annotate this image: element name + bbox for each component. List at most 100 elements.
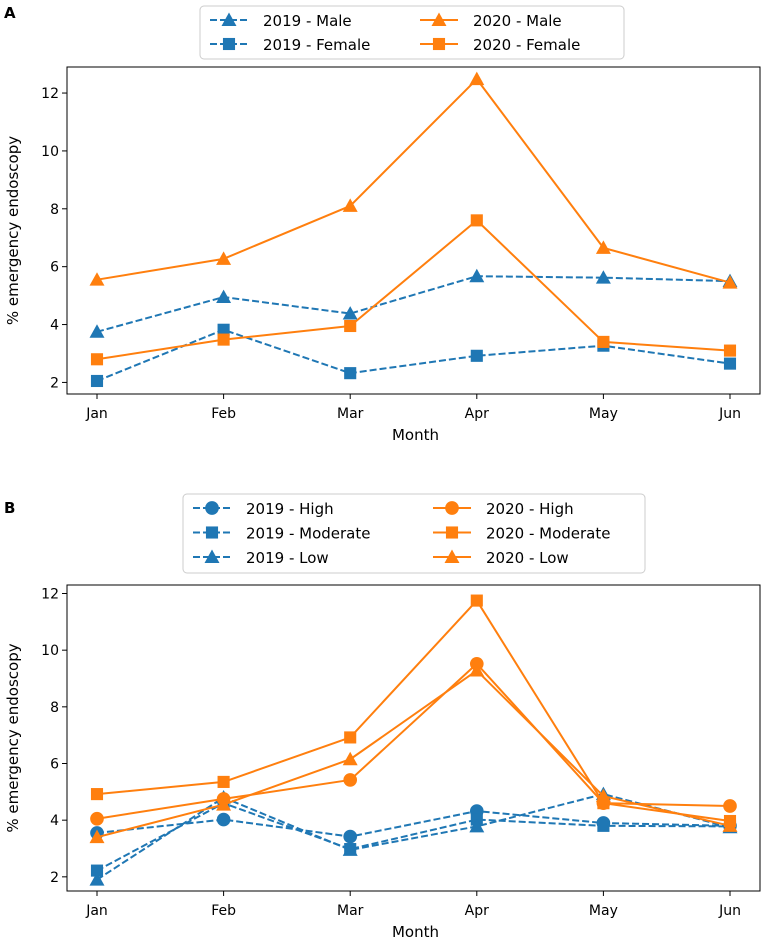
series-2020-female <box>90 214 737 366</box>
x-tick-label: Jan <box>85 903 108 919</box>
series-line <box>96 275 731 333</box>
x-tick-label: Jan <box>85 406 108 422</box>
data-point <box>90 374 104 388</box>
data-point <box>597 335 610 348</box>
data-point <box>90 353 104 366</box>
y-tick-label: 6 <box>50 757 59 773</box>
y-axis-label: % emergency endoscopy <box>4 136 22 325</box>
data-point <box>469 268 485 283</box>
data-point <box>722 275 738 289</box>
data-point <box>90 811 104 826</box>
data-point <box>90 864 104 877</box>
panel-b: B 2 4 6 8 10 12 Jan Feb Mar Apr May Jun Month % emerg… <box>4 493 761 941</box>
legend-label: 2020 - Low <box>486 549 569 567</box>
data-point <box>470 594 483 607</box>
data-point <box>723 357 737 370</box>
x-tick-label: Mar <box>337 406 364 422</box>
y-tick-label: 2 <box>50 375 59 391</box>
data-point <box>89 324 105 338</box>
data-point <box>722 818 738 832</box>
series-line <box>96 662 731 820</box>
series-line <box>96 793 731 881</box>
x-tick-label: May <box>589 903 618 919</box>
data-point <box>216 797 232 811</box>
series-line <box>96 599 731 823</box>
legend-swatch-marker <box>432 37 446 51</box>
x-axis-label: Month <box>392 923 439 941</box>
series-line <box>96 802 731 872</box>
panel-a: A 2 4 6 8 10 12 Jan Feb Mar Apr May Jun Month % emerg… <box>4 4 761 444</box>
data-point <box>595 240 611 254</box>
data-point <box>217 323 230 336</box>
legend-swatch-marker <box>445 501 459 515</box>
data-point <box>89 272 105 286</box>
legend-label: 2019 - Male <box>263 12 352 30</box>
data-point <box>344 319 357 333</box>
legend: 2019 - Male 2019 - Female 2020 - Male 2020 … <box>199 5 625 60</box>
x-tick-label: Apr <box>465 406 489 422</box>
y-axis-label: % emergency endoscopy <box>4 643 22 832</box>
legend-box <box>199 5 625 60</box>
series-2019-male <box>89 268 738 338</box>
legend-swatch-marker <box>445 526 459 539</box>
legend-label: 2019 - Moderate <box>246 525 370 543</box>
series-2020-low <box>89 663 738 844</box>
series-2019-female <box>90 323 737 388</box>
x-axis-label: Month <box>392 426 439 444</box>
legend-swatch-marker <box>222 37 236 51</box>
legend-box <box>182 493 646 574</box>
legend-label: 2020 - High <box>486 500 574 518</box>
data-point <box>342 306 358 320</box>
data-point <box>344 367 357 380</box>
series-2020-male <box>89 71 738 289</box>
data-point <box>470 349 483 362</box>
legend-swatch-marker <box>444 549 460 563</box>
legend-label: 2020 - Female <box>473 36 580 54</box>
series-line <box>96 328 731 382</box>
data-point <box>469 663 485 677</box>
data-point <box>342 751 358 766</box>
x-tick-label: Jun <box>718 903 741 919</box>
legend-swatch-marker <box>205 501 219 515</box>
data-point <box>469 71 485 86</box>
data-point <box>217 333 230 346</box>
legend-swatch-marker <box>221 12 237 26</box>
series-line <box>96 78 731 284</box>
legend-label: 2019 - Low <box>246 549 329 567</box>
y-tick-label: 10 <box>41 643 59 659</box>
data-point <box>216 812 231 827</box>
legend-swatch-marker <box>431 12 447 26</box>
data-point <box>342 842 358 856</box>
data-point <box>597 819 610 832</box>
x-tick-label: Jun <box>718 406 741 422</box>
series-2020-moderate <box>90 594 737 828</box>
y-tick-label: 10 <box>41 144 59 160</box>
data-point <box>595 270 611 284</box>
data-point <box>470 214 483 227</box>
x-tick-label: Mar <box>337 903 364 919</box>
legend-label: 2020 - Moderate <box>486 525 610 543</box>
y-tick-label: 2 <box>50 870 59 886</box>
x-tick-label: May <box>589 406 618 422</box>
data-point <box>723 344 737 357</box>
series-line <box>96 219 731 361</box>
panel-b-letter: B <box>4 499 15 517</box>
y-tick-label: 6 <box>50 260 59 276</box>
legend: 2019 - High 2019 - Moderate 2019 - Low 2020… <box>182 493 646 574</box>
data-point <box>344 731 357 744</box>
legend-swatch-marker <box>204 549 220 563</box>
legend-label: 2019 - Female <box>263 36 370 54</box>
series-2019-low <box>89 786 738 886</box>
y-tick-label: 4 <box>50 318 59 334</box>
data-point <box>595 788 611 803</box>
data-point <box>342 198 358 212</box>
x-tick-label: Feb <box>211 903 236 919</box>
data-point <box>216 251 232 265</box>
y-tick-label: 8 <box>50 202 59 218</box>
data-point <box>89 829 105 844</box>
x-tick-label: Feb <box>211 406 236 422</box>
legend-label: 2019 - High <box>246 500 334 518</box>
legend-label: 2020 - Male <box>473 12 562 30</box>
data-point <box>343 829 358 844</box>
